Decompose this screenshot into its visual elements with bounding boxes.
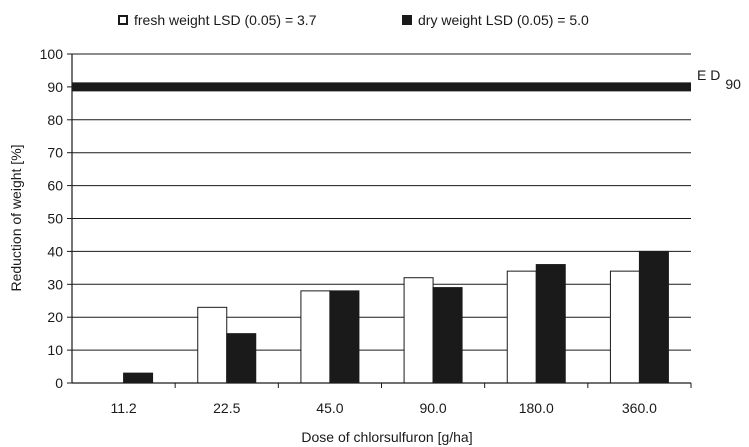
y-tick-label: 30	[47, 276, 63, 292]
bar-dry	[123, 372, 154, 384]
y-tick-label: 20	[47, 309, 63, 325]
legend-swatch-dry	[402, 15, 412, 25]
y-axis-ticks: 0 10 20 30 40 50 60 70 80 90 100	[40, 46, 72, 391]
bar-fresh	[506, 270, 537, 384]
y-axis-title: Reduction of weight [%]	[8, 144, 24, 291]
x-tick-label: 22.5	[213, 400, 240, 416]
legend-item-dry: dry weight LSD (0.05) = 5.0	[402, 9, 589, 31]
bar-fresh	[300, 290, 331, 384]
gridlines	[72, 53, 691, 351]
ed90-label-sub: 90	[725, 76, 741, 92]
bar-fresh	[197, 306, 228, 384]
ed90-reference: E D 90	[72, 67, 741, 92]
y-tick-label: 50	[47, 211, 63, 227]
y-tick-label: 60	[47, 178, 63, 194]
legend-swatch-fresh	[118, 15, 128, 25]
x-tick-label: 180.0	[519, 400, 554, 416]
y-tick-label: 10	[47, 342, 63, 358]
bar-dry	[226, 333, 257, 384]
y-tick-label: 70	[47, 145, 63, 161]
x-axis-ticks: 11.2 22.5 45.0 90.0 180.0 360.0	[110, 383, 692, 416]
x-tick-label: 90.0	[419, 400, 446, 416]
bar-fresh	[609, 270, 640, 384]
bar-fresh	[403, 277, 434, 384]
legend-item-fresh: fresh weight LSD (0.05) = 3.7	[118, 9, 317, 31]
x-tick-label: 45.0	[316, 400, 343, 416]
y-tick-label: 100	[40, 46, 64, 62]
legend-label-dry: dry weight LSD (0.05) = 5.0	[418, 12, 589, 28]
bars	[123, 250, 669, 384]
ed90-label-main: E D	[697, 67, 720, 83]
bar-dry	[535, 264, 566, 384]
x-axis-title: Dose of chlorsulfuron [g/ha]	[301, 429, 472, 445]
bar-dry	[432, 287, 463, 384]
bar-dry	[329, 290, 360, 384]
legend-label-fresh: fresh weight LSD (0.05) = 3.7	[134, 12, 317, 28]
axes	[71, 54, 691, 384]
y-tick-label: 0	[55, 375, 63, 391]
ed90-label: E D 90	[697, 67, 741, 92]
x-tick-label: 11.2	[110, 400, 136, 416]
y-tick-label: 90	[47, 79, 63, 95]
bar-dry	[638, 250, 669, 384]
y-tick-label: 80	[47, 112, 63, 128]
x-tick-label: 360.0	[622, 400, 657, 416]
y-tick-label: 40	[47, 243, 63, 259]
